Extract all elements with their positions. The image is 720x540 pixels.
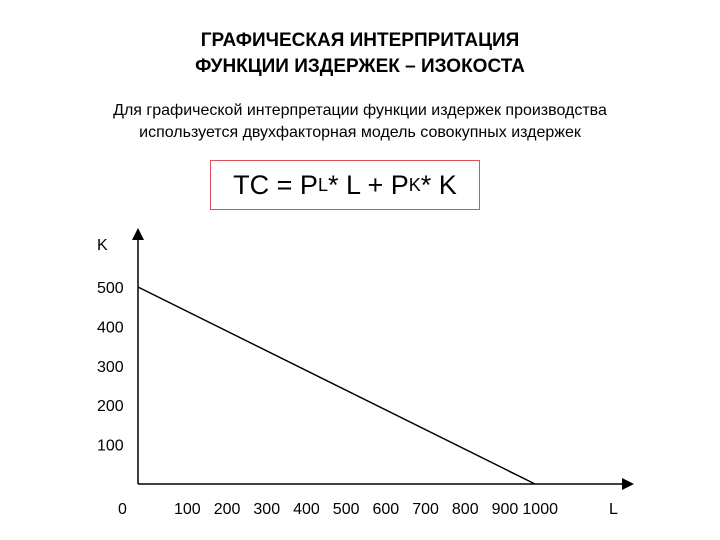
formula-lhs: TC = P: [233, 169, 318, 200]
y-axis-arrow: [132, 228, 144, 240]
origin-label: 0: [118, 501, 127, 518]
formula-mid: * L + P: [327, 169, 409, 200]
x-tick-label: 900: [492, 501, 519, 518]
formula-box: TC = P L * L + P K * K: [210, 160, 480, 210]
isocost-line: [137, 286, 536, 485]
subtitle-line-1: Для графической интерпретации функции из…: [113, 102, 607, 119]
x-tick-label: 300: [253, 501, 280, 518]
formula-sub-k: K: [408, 174, 421, 195]
x-tick-label: 1000: [522, 501, 558, 518]
subtitle-line-2: используется двухфакторная модель совоку…: [139, 124, 581, 141]
x-tick-label: 400: [293, 501, 320, 518]
x-axis-label: L: [609, 501, 618, 518]
formula-rhs: * K: [420, 169, 457, 200]
y-tick-label: 300: [97, 359, 124, 376]
x-tick-label: 100: [174, 501, 201, 518]
x-axis-arrow: [622, 478, 634, 490]
slide-title: ГРАФИЧЕСКАЯ ИНТЕРПРИТАЦИЯ ФУНКЦИИ ИЗДЕРЖ…: [0, 28, 720, 80]
y-axis-label: K: [97, 237, 108, 254]
x-tick-label: 700: [412, 501, 439, 518]
y-tick-label: 500: [97, 280, 124, 297]
title-line-1: ГРАФИЧЕСКАЯ ИНТЕРПРИТАЦИЯ: [200, 30, 520, 51]
y-tick-label: 100: [97, 438, 124, 455]
y-tick-label: 200: [97, 398, 124, 415]
x-tick-label: 200: [214, 501, 241, 518]
x-tick-label: 600: [372, 501, 399, 518]
x-tick-label: 500: [333, 501, 360, 518]
title-line-2: ФУНКЦИИ ИЗДЕРЖЕК – ИЗОКОСТА: [195, 56, 525, 77]
y-tick-label: 400: [97, 319, 124, 336]
slide-subtitle: Для графической интерпретации функции из…: [0, 100, 720, 144]
x-tick-label: 800: [452, 501, 479, 518]
formula-sub-l: L: [317, 174, 328, 195]
